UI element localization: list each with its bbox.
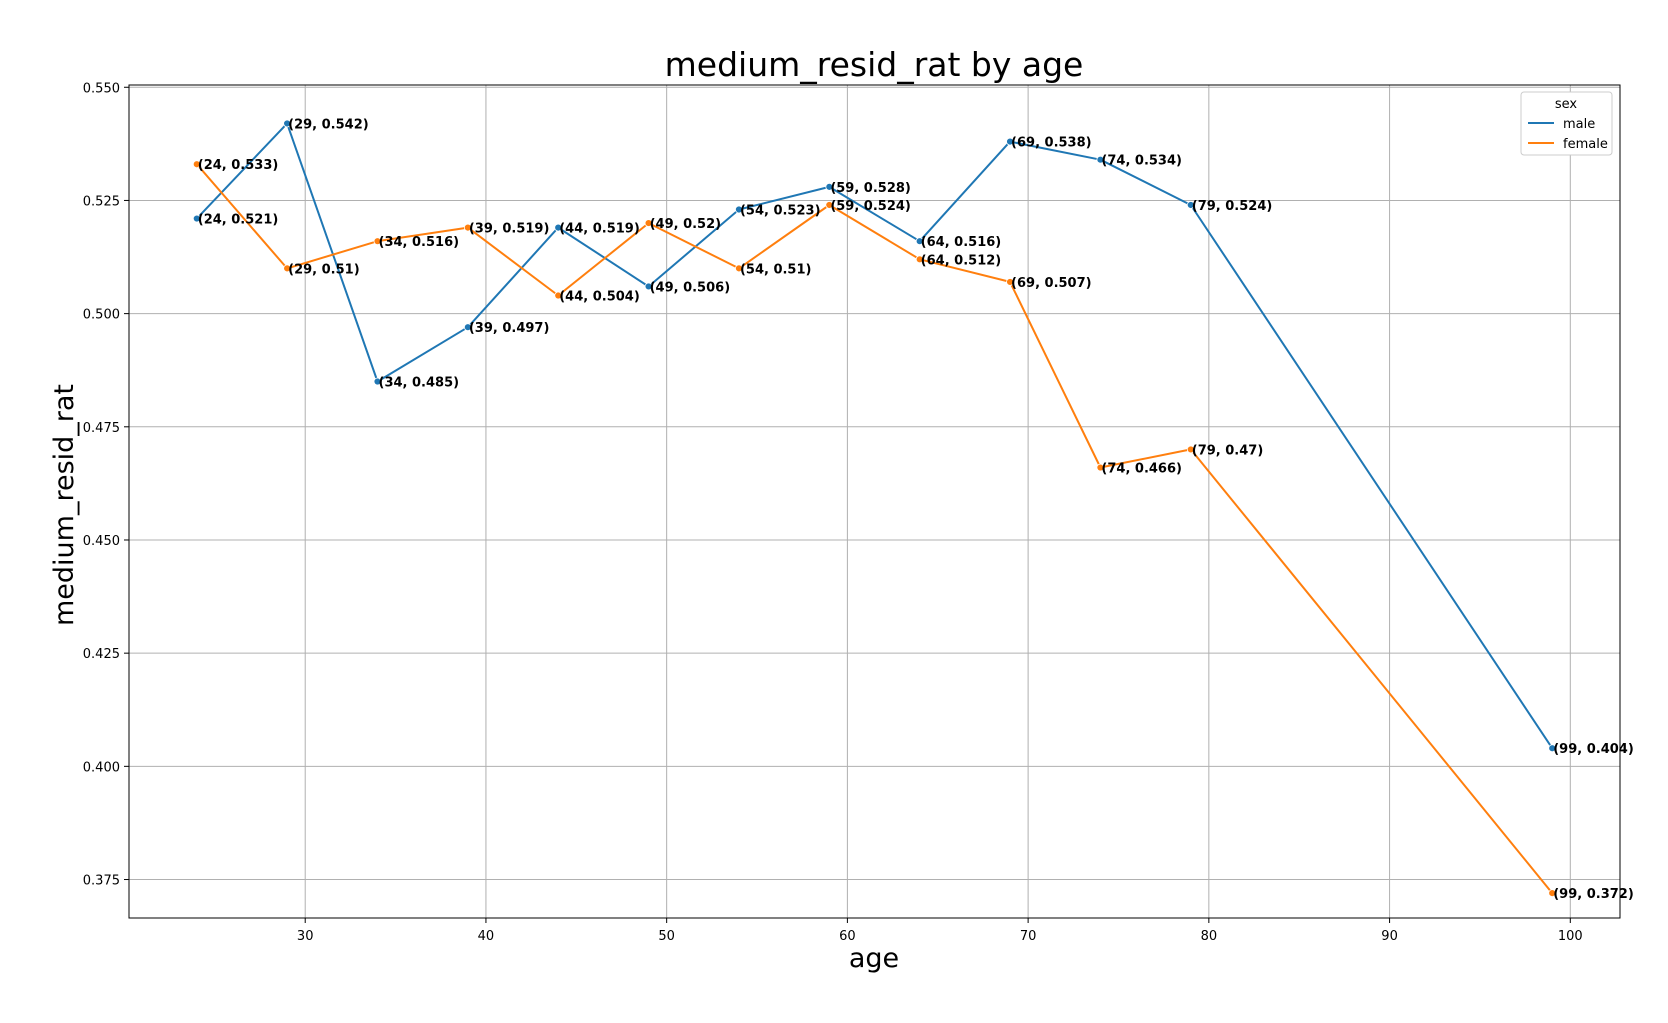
- data-label-female: (79, 0.47): [1192, 443, 1264, 458]
- data-label-female: (49, 0.52): [650, 217, 722, 232]
- y-tick-label: 0.425: [83, 647, 120, 662]
- y-tick-label: 0.550: [83, 81, 120, 96]
- data-label-female: (24, 0.533): [198, 158, 279, 173]
- x-tick-label: 60: [839, 929, 856, 944]
- x-tick-label: 90: [1381, 929, 1398, 944]
- y-tick-label: 0.475: [83, 421, 120, 436]
- data-point-female: [1548, 889, 1557, 898]
- data-point-male: [1548, 744, 1557, 753]
- x-tick-label: 70: [1020, 929, 1037, 944]
- data-point-male: [735, 205, 743, 214]
- legend: sex male female: [1520, 91, 1613, 156]
- x-tick-label: 100: [1558, 929, 1583, 944]
- data-label-male: (74, 0.534): [1101, 154, 1182, 169]
- data-point-male: [1096, 155, 1105, 164]
- data-label-male: (79, 0.524): [1192, 199, 1273, 214]
- legend-label-female: female: [1563, 137, 1608, 152]
- data-point-male: [463, 323, 472, 332]
- data-label-female: (29, 0.51): [288, 262, 360, 277]
- data-point-female: [1006, 278, 1014, 286]
- data-label-female: (59, 0.524): [830, 199, 911, 214]
- data-label-male: (24, 0.521): [198, 213, 279, 228]
- data-point-female: [1186, 445, 1195, 454]
- data-point-male: [192, 214, 201, 223]
- data-point-male: [915, 237, 924, 246]
- data-label-female: (54, 0.51): [740, 262, 812, 277]
- data-label-male: (34, 0.485): [379, 376, 460, 391]
- legend-box: [1520, 91, 1613, 156]
- legend-title: sex: [1555, 97, 1578, 112]
- data-point-female: [283, 264, 292, 273]
- data-label-male: (29, 0.542): [288, 117, 369, 132]
- data-point-female: [915, 255, 924, 264]
- data-label-female: (34, 0.516): [379, 235, 460, 250]
- data-label-female: (74, 0.466): [1101, 462, 1182, 477]
- data-label-female: (99, 0.372): [1553, 887, 1634, 902]
- x-tick-label: 30: [297, 929, 314, 944]
- data-point-male: [1006, 137, 1014, 146]
- data-label-male: (99, 0.404): [1553, 742, 1634, 757]
- y-tick-label: 0.525: [83, 194, 120, 209]
- data-point-female: [554, 291, 563, 300]
- y-tick-label: 0.400: [83, 760, 120, 775]
- data-point-female: [825, 201, 834, 209]
- data-label-female: (69, 0.507): [1011, 276, 1092, 291]
- axis-ticks: 30 40 50 60 70 80 90 100 0.375 0.400 0.425 0.450 0.4…: [83, 81, 1583, 944]
- data-point-male: [644, 282, 653, 291]
- data-label-female: (39, 0.519): [469, 222, 550, 237]
- x-tick-label: 80: [1201, 929, 1218, 944]
- data-label-female: (44, 0.504): [559, 290, 640, 305]
- data-point-female: [1096, 463, 1105, 472]
- y-tick-label: 0.375: [83, 874, 120, 889]
- data-point-male: [283, 119, 292, 128]
- data-label-male: (59, 0.528): [830, 181, 911, 196]
- data-point-female: [373, 237, 382, 246]
- chart-title: medium_resid_rat by age: [665, 45, 1084, 84]
- data-point-male: [825, 182, 834, 191]
- data-label-male: (44, 0.519): [559, 222, 640, 237]
- y-axis-label: medium_resid_rat: [49, 384, 80, 626]
- y-tick-label: 0.500: [83, 308, 120, 323]
- data-label-male: (39, 0.497): [469, 321, 550, 336]
- legend-label-male: male: [1563, 117, 1595, 132]
- data-point-female: [735, 264, 743, 273]
- data-label-male: (49, 0.506): [650, 280, 731, 295]
- data-point-female: [463, 223, 472, 232]
- data-points: [192, 119, 1557, 898]
- data-label-male: (69, 0.538): [1011, 136, 1092, 151]
- data-labels: (24, 0.521) (29, 0.542) (34, 0.485) (39, 0.…: [198, 117, 1634, 902]
- data-label-male: (64, 0.516): [921, 235, 1002, 250]
- grid: [129, 85, 1620, 918]
- data-point-female: [192, 160, 201, 169]
- data-point-male: [1186, 201, 1195, 209]
- data-point-female: [644, 219, 653, 227]
- x-axis-label: age: [849, 943, 899, 974]
- data-label-male: (54, 0.523): [740, 203, 821, 218]
- data-point-male: [373, 377, 382, 386]
- plot-frame: [128, 84, 1621, 919]
- data-point-male: [554, 223, 563, 232]
- y-tick-label: 0.450: [83, 534, 120, 549]
- x-tick-label: 50: [658, 929, 675, 944]
- data-label-female: (64, 0.512): [921, 253, 1002, 268]
- x-tick-label: 40: [478, 929, 495, 944]
